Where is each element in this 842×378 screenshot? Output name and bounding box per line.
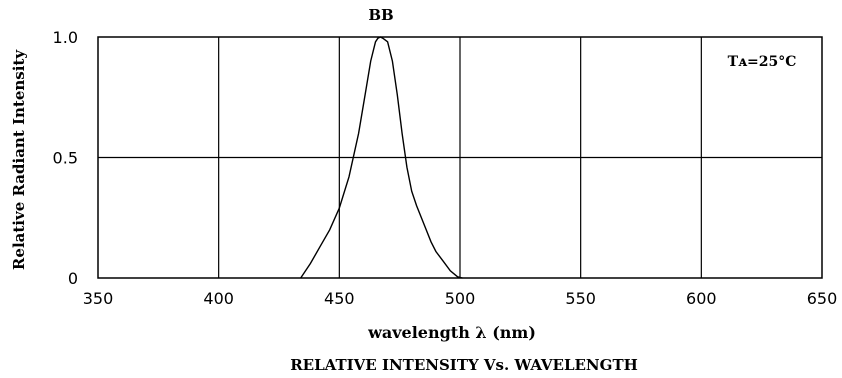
x-tick-label: 600 <box>686 289 717 308</box>
y-axis-label: Relative Radiant Intensity <box>10 49 28 270</box>
temperature-annotation: Tᴀ=25°C <box>728 54 797 70</box>
x-tick-label: 350 <box>83 289 114 308</box>
y-tick-label: 0.5 <box>53 149 78 168</box>
x-tick-label: 500 <box>445 289 476 308</box>
y-tick-label: 1.0 <box>53 28 78 47</box>
chart-title: BB <box>368 6 393 24</box>
grid-lines <box>98 37 822 278</box>
x-tick-label: 400 <box>203 289 234 308</box>
intensity-curve <box>300 36 463 279</box>
x-tick-label: 550 <box>565 289 596 308</box>
x-axis-label: wavelength λ (nm) <box>367 323 536 342</box>
y-tick-labels: 0 0.5 1.0 <box>53 28 78 288</box>
y-tick-label: 0 <box>68 269 78 288</box>
chart-caption: RELATIVE INTENSITY Vs. WAVELENGTH <box>290 356 638 374</box>
x-tick-label: 650 <box>807 289 838 308</box>
x-tick-label: 450 <box>324 289 355 308</box>
x-tick-labels: 350 400 450 500 550 600 650 <box>83 289 838 308</box>
